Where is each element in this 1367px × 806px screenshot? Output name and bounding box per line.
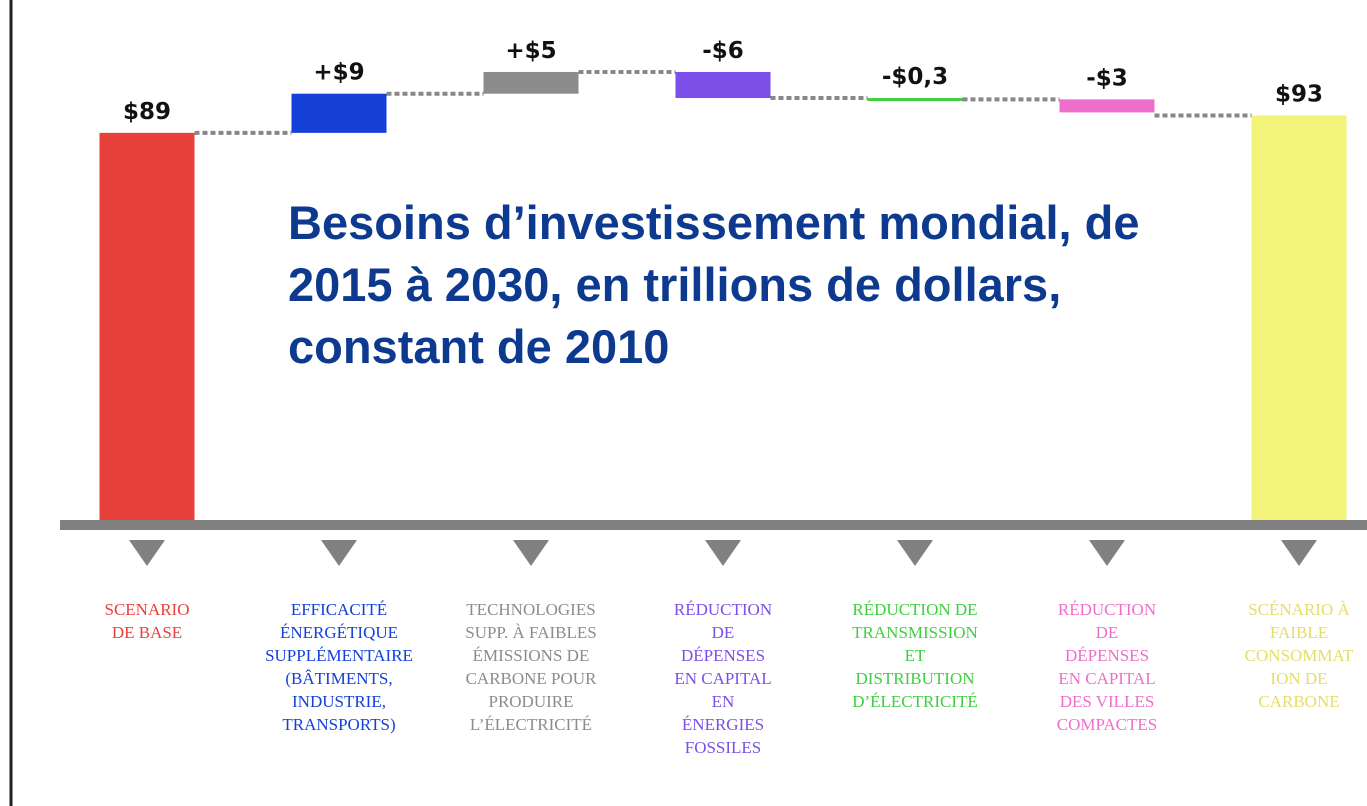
pointer (129, 540, 165, 566)
value-label: +$9 (313, 60, 364, 86)
chart-title: Besoins d’investissement mondial, de 201… (288, 196, 1140, 373)
pointer (1281, 540, 1317, 566)
bar (1251, 115, 1347, 520)
bar (675, 71, 771, 99)
value-label: $93 (1275, 81, 1323, 107)
category-label: RÉDUCTION DE DÉPENSES EN CAPITAL DES VIL… (1056, 600, 1158, 734)
pointer (513, 540, 549, 566)
pointer (705, 540, 741, 566)
category-label: SCENARIO DE BASE (104, 600, 190, 642)
bar (99, 132, 195, 520)
value-label: -$0,3 (882, 64, 948, 90)
category-label: EFFICACITÉ ÉNERGÉTIQUE SUPPLÉMENTAIRE (B… (265, 600, 413, 734)
value-label: -$6 (702, 38, 744, 64)
value-label: $89 (123, 99, 171, 125)
bar (867, 98, 963, 102)
bar (483, 71, 579, 94)
pointer (1089, 540, 1125, 566)
value-label: +$5 (505, 38, 556, 64)
pointer (321, 540, 357, 566)
category-label: RÉDUCTION DE TRANSMISSION ET DISTRIBUTIO… (852, 600, 978, 711)
bar (1059, 99, 1155, 113)
bar (291, 93, 387, 133)
baseline (60, 520, 1367, 530)
pointer (897, 540, 933, 566)
category-label: SCÉNARIO À FAIBLE CONSOMMAT ION DE CARBO… (1244, 600, 1354, 711)
category-label: RÉDUCTION DE DÉPENSES EN CAPITAL EN ÉNER… (673, 600, 773, 757)
value-label: -$3 (1086, 65, 1128, 91)
category-label: TECHNOLOGIES SUPP. À FAIBLES ÉMISSIONS D… (465, 600, 597, 734)
